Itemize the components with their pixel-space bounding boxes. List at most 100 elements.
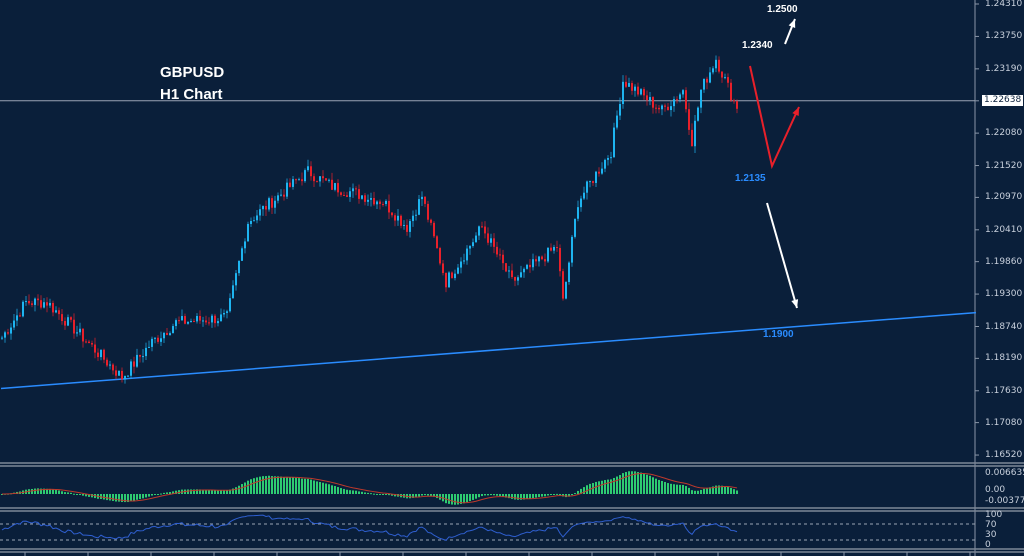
macd-histogram-bar xyxy=(556,493,558,495)
candle-body xyxy=(235,273,237,286)
candle-body xyxy=(346,195,348,197)
macd-histogram-bar xyxy=(340,488,342,494)
macd-histogram-bar xyxy=(586,485,588,494)
candle-body xyxy=(631,83,633,91)
macd-min-label: -0.003775 xyxy=(985,496,1024,506)
candle-body xyxy=(133,361,135,367)
macd-histogram-bar xyxy=(73,493,75,495)
macd-histogram-bar xyxy=(577,490,579,494)
candle-body xyxy=(88,341,90,344)
candle-body xyxy=(538,256,540,262)
candle-body xyxy=(583,192,585,199)
macd-histogram-bar xyxy=(280,476,282,494)
candle-body xyxy=(199,315,201,321)
macd-histogram-bar xyxy=(307,478,309,494)
candle-body xyxy=(100,349,102,358)
candle-body xyxy=(598,171,600,174)
candle-body xyxy=(652,97,654,108)
candle-body xyxy=(409,221,411,232)
macd-histogram-bar xyxy=(487,494,489,496)
candle-body xyxy=(268,198,270,210)
candle-body xyxy=(523,268,525,273)
candle-body xyxy=(487,233,489,243)
candle-body xyxy=(94,344,96,353)
macd-histogram-bar xyxy=(1,494,3,495)
candle-body xyxy=(253,220,255,222)
candle-body xyxy=(322,176,324,179)
candle-body xyxy=(601,168,603,174)
macd-histogram-bar xyxy=(718,485,720,494)
candle-body xyxy=(166,332,168,336)
candle-body xyxy=(34,298,36,305)
candle-body xyxy=(358,189,360,199)
macd-histogram-bar xyxy=(553,494,555,495)
candle-body xyxy=(412,215,414,222)
macd-histogram-bar xyxy=(319,482,321,494)
macd-histogram-bar xyxy=(478,494,480,498)
macd-histogram-bar xyxy=(82,494,84,496)
candle-body xyxy=(403,224,405,226)
rsi-line xyxy=(1,514,738,541)
macd-histogram-bar xyxy=(289,477,291,494)
current-price-label: 1.22638 xyxy=(982,95,1024,106)
candle-body xyxy=(655,107,657,109)
candle-body xyxy=(574,218,576,237)
macd-histogram-bar xyxy=(736,490,738,494)
macd-histogram-bar xyxy=(568,494,570,497)
macd-histogram-bar xyxy=(334,486,336,494)
macd-histogram-bar xyxy=(166,492,168,494)
macd-histogram-bar xyxy=(217,490,219,494)
candle-body xyxy=(334,183,336,190)
candle-body xyxy=(613,127,615,158)
macd-histogram-bar xyxy=(580,488,582,494)
macd-histogram-bar xyxy=(241,484,243,494)
candle-body xyxy=(250,220,252,224)
candle-body xyxy=(505,263,507,272)
candle-body xyxy=(58,310,60,315)
macd-histogram-bar xyxy=(712,486,714,494)
candle-body xyxy=(670,106,672,111)
macd-histogram-bar xyxy=(46,488,48,494)
macd-histogram-bar xyxy=(271,476,273,494)
macd-histogram-bar xyxy=(634,471,636,494)
candle-body xyxy=(184,316,186,324)
macd-histogram-bar xyxy=(103,494,105,500)
rsi-30-label: 30 xyxy=(985,530,997,540)
candle-body xyxy=(280,194,282,196)
candle-body xyxy=(301,179,303,182)
macd-histogram-bar xyxy=(691,490,693,494)
candle-body xyxy=(214,315,216,324)
macd-histogram-bar xyxy=(91,494,93,498)
macd-histogram-bar xyxy=(535,494,537,498)
candle-body xyxy=(226,311,228,313)
candle-body xyxy=(682,90,684,95)
candle-body xyxy=(478,226,480,236)
candle-body xyxy=(142,356,144,358)
macd-histogram-bar xyxy=(679,484,681,494)
macd-histogram-bar xyxy=(466,494,468,503)
candle-body xyxy=(697,107,699,121)
macd-histogram-bar xyxy=(214,490,216,494)
macd-histogram-bar xyxy=(283,477,285,494)
macd-histogram-bar xyxy=(274,476,276,494)
macd-histogram-bar xyxy=(547,494,549,496)
candle-body xyxy=(367,199,369,202)
candle-body xyxy=(310,166,312,177)
macd-histogram-bar xyxy=(130,494,132,502)
macd-histogram-bar xyxy=(475,494,477,499)
candle-body xyxy=(694,120,696,147)
candle-body xyxy=(526,264,528,269)
macd-histogram-bar xyxy=(658,479,660,494)
macd-signal-line xyxy=(1,473,738,504)
candle-body xyxy=(628,83,630,87)
candle-body xyxy=(31,303,33,305)
candle-body xyxy=(490,238,492,243)
price-tick-label: 1.20410 xyxy=(985,224,1023,235)
bearish-projection-arrow xyxy=(749,65,800,170)
candle-body xyxy=(259,209,261,216)
macd-histogram-bar xyxy=(607,479,609,494)
candle-body xyxy=(196,315,198,322)
candle-body xyxy=(469,246,471,249)
candle-body xyxy=(667,106,669,111)
